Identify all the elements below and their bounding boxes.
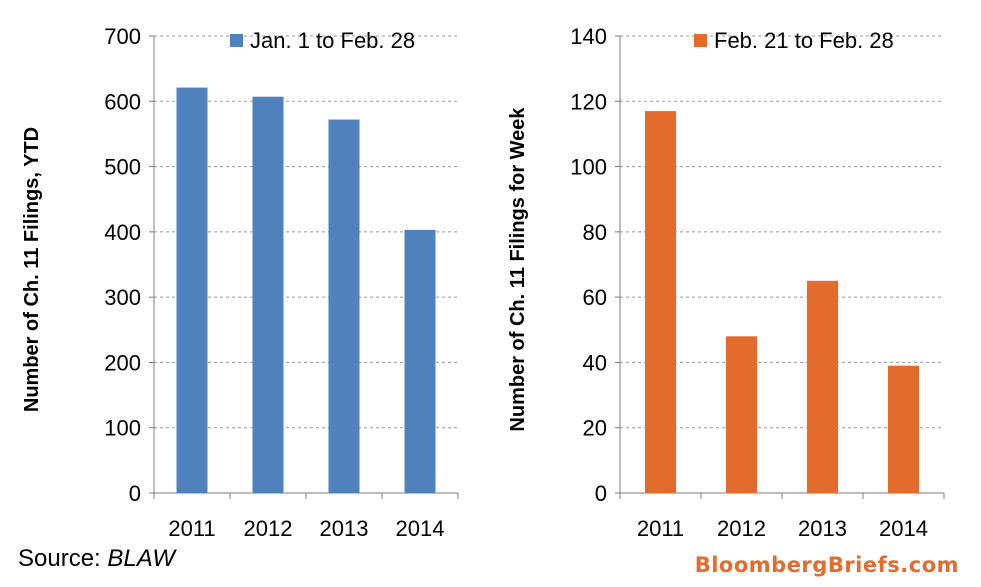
right-y-tick-label: 40 (583, 350, 607, 375)
left-y-tick-label: 300 (104, 285, 141, 310)
left-x-tick-label: 2013 (320, 516, 369, 541)
right-x-tick-label: 2014 (879, 516, 928, 541)
right-bar-2012 (726, 336, 757, 493)
left-y-tick-label: 500 (104, 155, 141, 180)
left-legend-label: Jan. 1 to Feb. 28 (250, 28, 415, 53)
right-y-tick-label: 80 (583, 220, 607, 245)
source-name: BLAW (107, 545, 175, 572)
left-legend-swatch (230, 34, 243, 47)
left-bar-2012 (252, 96, 284, 494)
left-bar-2011 (176, 87, 208, 493)
right-bar-2011 (645, 111, 676, 493)
left-y-tick-label: 400 (104, 220, 141, 245)
right-y-tick-label: 100 (570, 155, 607, 180)
left-y-tick-label: 200 (104, 350, 141, 375)
source-note: Source: BLAW (18, 545, 175, 573)
right-y-tick-label: 120 (570, 89, 607, 114)
right-legend-swatch (694, 34, 707, 47)
right-legend-label: Feb. 21 to Feb. 28 (714, 28, 894, 53)
source-label: Source: (18, 545, 108, 572)
right-x-tick-label: 2011 (637, 516, 684, 541)
left-x-tick-label: 2011 (168, 516, 215, 541)
left-bar-2014 (404, 229, 436, 494)
right-y-tick-label: 0 (595, 481, 607, 506)
left-y-axis-title: Number of Ch. 11 Filings, YTD (21, 127, 43, 412)
left-y-tick-label: 100 (104, 416, 141, 441)
right-x-tick-label: 2013 (798, 516, 847, 541)
right-x-tick-label: 2012 (717, 516, 766, 541)
left-x-tick-label: 2014 (396, 516, 445, 541)
right-y-tick-label: 140 (570, 24, 607, 49)
left-y-tick-label: 600 (104, 89, 141, 114)
left-y-tick-label: 700 (104, 24, 141, 49)
left-x-tick-label: 2012 (244, 516, 293, 541)
brand-watermark: BloombergBriefs.com (694, 553, 959, 577)
right-bar-2014 (888, 365, 919, 493)
left-y-tick-label: 0 (129, 481, 141, 506)
right-y-axis-title: Number of Ch. 11 Filings for Week (507, 107, 529, 432)
right-y-tick-label: 20 (583, 416, 607, 441)
right-bar-2013 (807, 280, 838, 493)
left-bar-2013 (328, 119, 360, 494)
right-y-tick-label: 60 (583, 285, 607, 310)
